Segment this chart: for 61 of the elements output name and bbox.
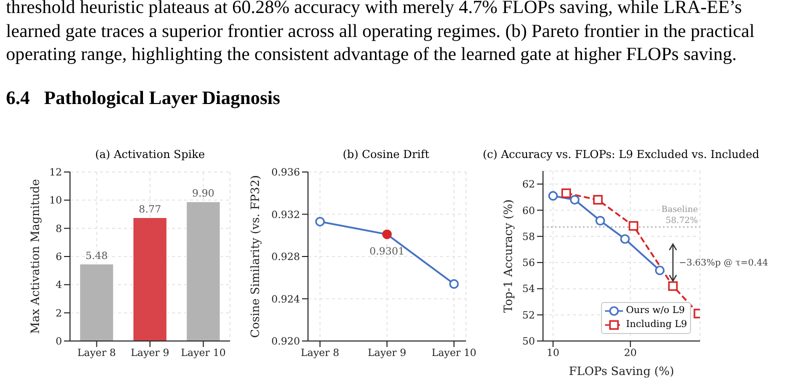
y-tick-label: 58	[522, 232, 535, 243]
y-tick-label: 10	[49, 196, 62, 207]
data-label: 0.9301	[370, 246, 404, 258]
point	[548, 191, 558, 201]
point	[382, 230, 392, 240]
point	[561, 188, 571, 198]
y-tick-label: 56	[522, 258, 535, 270]
y-axis-title: Top-1 Accuracy (%)	[500, 199, 515, 313]
point	[654, 266, 665, 276]
y-tick-label: 50	[522, 336, 535, 348]
point	[449, 279, 459, 289]
y-tick-label: 62	[522, 180, 535, 191]
annotation: −3.63%p @ τ=0.44	[678, 258, 768, 269]
y-tick-label: 2	[56, 308, 62, 320]
point	[595, 216, 606, 226]
y-axis-title: Cosine Similarity (vs. FP32)	[248, 175, 262, 338]
point	[315, 216, 325, 226]
point	[593, 194, 603, 205]
bar	[79, 263, 114, 341]
x-tick-label: Layer 10	[180, 348, 226, 360]
x-tick-label: 20	[624, 348, 637, 360]
x-axis-title: FLOPs Saving (%)	[568, 364, 674, 378]
chart-title: (a) Activation Spike	[95, 148, 205, 161]
chart-title: (b) Cosine Drift	[342, 148, 430, 161]
data-label: 5.48	[85, 250, 108, 262]
x-tick-label: Layer 8	[77, 348, 116, 360]
y-tick-label: 0.932	[271, 210, 300, 221]
y-tick-label: 4	[56, 280, 62, 292]
x-tick-label: 10	[546, 348, 560, 360]
y-tick-label: 0.924	[271, 294, 300, 306]
data-label: 9.90	[192, 188, 214, 200]
text: operating range, highlighting the consistent advantage of the learned gate at higher FLOPs saving.	[6, 44, 737, 66]
y-tick-label: 60	[522, 206, 535, 217]
y-tick-label: 6	[56, 252, 62, 264]
y-tick-label: 12	[49, 168, 62, 179]
y-tick-label: 54	[522, 284, 535, 296]
text: 6.4 Pathological Layer Diagnosis	[6, 88, 280, 110]
point	[570, 194, 580, 205]
y-tick-label: 0	[56, 336, 62, 348]
x-tick-label: Layer 9	[368, 348, 406, 360]
y-tick-label: 8	[56, 224, 62, 235]
text: threshold heuristic plateaus at 60.28% accuracy with merely 4.7% FLOPs saving, while LRA-EE’s	[6, 0, 742, 19]
y-tick-label: 52	[522, 310, 535, 322]
y-tick-label: 0.920	[271, 336, 300, 348]
x-tick-label: Layer 9	[130, 348, 170, 360]
bar	[186, 201, 221, 341]
legend-label: Ours w/o L9	[626, 304, 685, 318]
data-label: 8.77	[138, 204, 162, 216]
y-tick-label: 0.928	[271, 252, 300, 264]
y-axis-title: Max Activation Magnitude	[28, 178, 42, 334]
chart-title: (c) Accuracy vs. FLOPs: L9 Excluded vs. Included	[482, 148, 760, 161]
ref-line-label: Baseline 58.72%	[661, 204, 698, 226]
text: learned gate traces a superior frontier across all operating regimes. (b) Pareto frontier in the practical	[6, 20, 755, 42]
x-tick-label: Layer 10	[432, 348, 476, 360]
legend-label: Including L9	[626, 318, 688, 332]
point	[668, 281, 678, 291]
point	[628, 221, 638, 231]
y-tick-label: 0.936	[271, 168, 300, 179]
point	[620, 234, 630, 244]
x-tick-label: Layer 8	[300, 348, 340, 360]
bar	[132, 216, 168, 341]
